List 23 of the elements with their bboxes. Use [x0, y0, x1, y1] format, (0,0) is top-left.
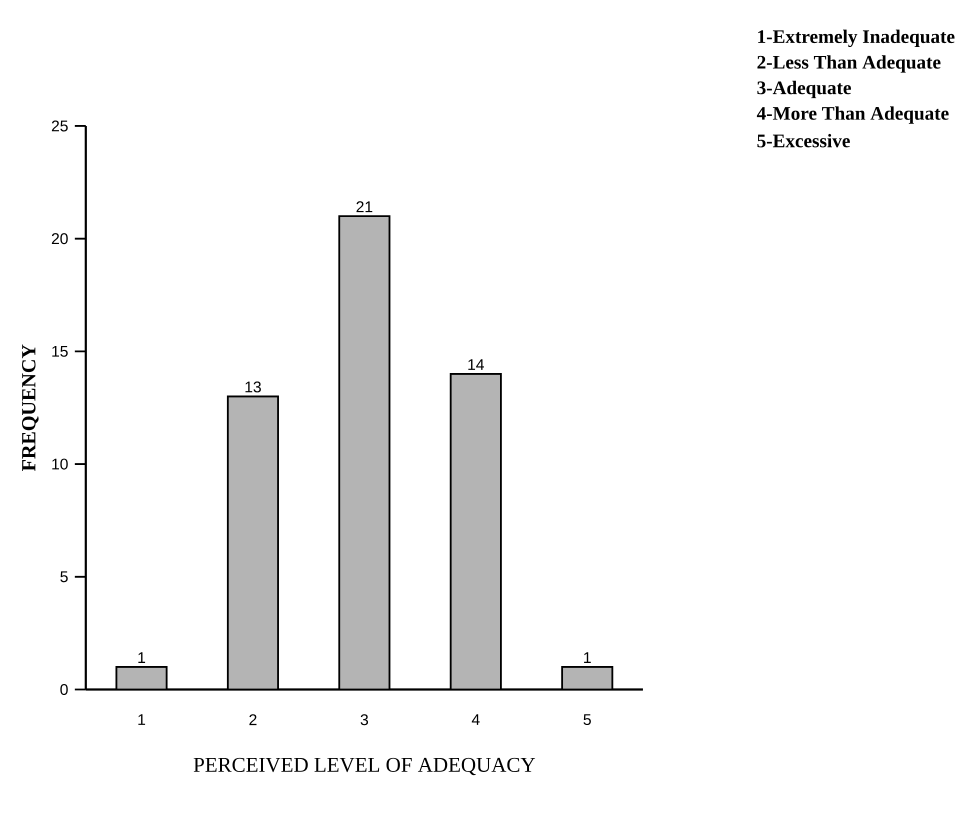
data-label: 1 [584, 652, 591, 664]
text: 3-Adequate [757, 80, 851, 98]
y-tick-label: 10 [52, 458, 68, 470]
data-label: 1 [138, 652, 146, 664]
y-tick-label: 20 [52, 233, 68, 244]
x-tick-label: 2 [249, 714, 256, 726]
x-tick-label: 3 [360, 714, 368, 726]
y-tick-label: 5 [60, 571, 68, 582]
x-axis-title: PERCEIVED LEVEL OF ADEQUACY [194, 758, 536, 776]
y-axis-title: FREQUENCY [22, 344, 39, 472]
data-label: 13 [245, 382, 261, 393]
data-label: 14 [468, 359, 484, 370]
x-tick-label: 4 [472, 714, 480, 726]
text: 2-Less Than Adequate [757, 55, 941, 73]
y-tick-label: 15 [52, 346, 68, 357]
text: 5-Excessive [757, 134, 850, 148]
x-tick-label: 5 [584, 714, 591, 726]
text: 1-Extremely Inadequate [758, 30, 954, 48]
text: 4-More Than Adequate [756, 106, 949, 124]
y-tick-label: 25 [52, 120, 68, 132]
data-label: 21 [356, 201, 372, 212]
y-tick-label: 0 [60, 684, 68, 696]
x-tick-label: 1 [138, 714, 146, 726]
